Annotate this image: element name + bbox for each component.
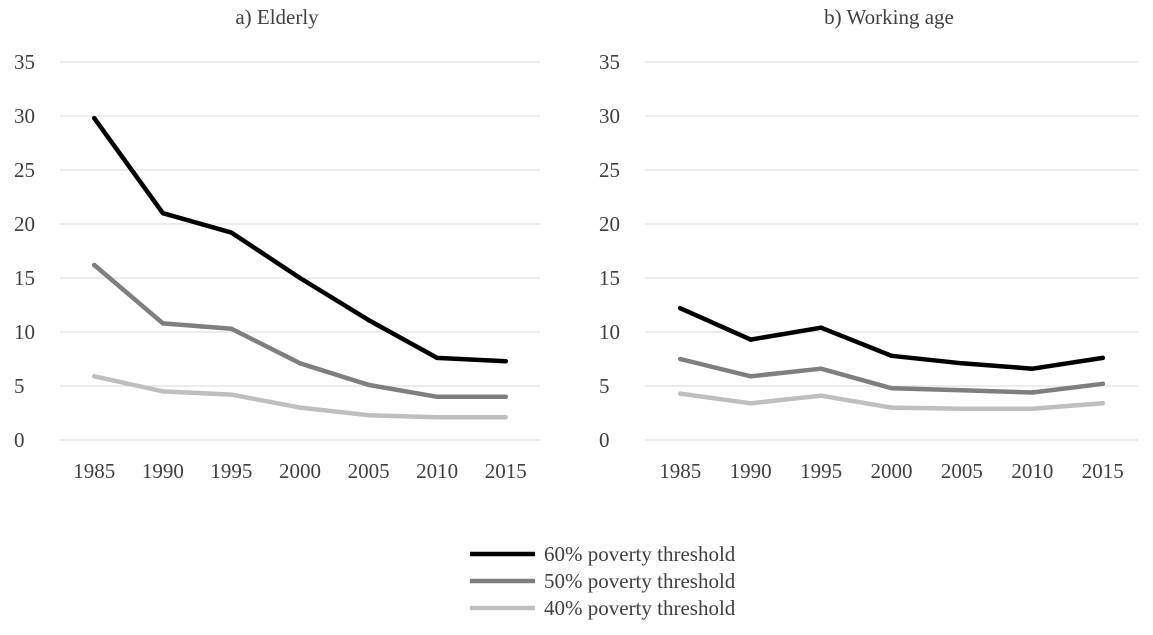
- y-tick-label: 15: [599, 266, 620, 290]
- y-tick-label: 0: [14, 428, 25, 452]
- y-tick-label: 35: [14, 50, 35, 74]
- data-point: [366, 382, 371, 388]
- data-point: [229, 392, 234, 397]
- data-point: [818, 366, 824, 371]
- series-line-60-poverty-threshold: [92, 115, 508, 364]
- data-point: [297, 361, 303, 366]
- data-point: [160, 321, 166, 326]
- data-point: [748, 401, 753, 406]
- legend: 60% poverty threshold 50% poverty thresho…: [470, 542, 736, 620]
- data-point: [92, 262, 97, 268]
- y-tick-label: 35: [599, 50, 620, 74]
- data-point: [229, 326, 234, 331]
- data-point: [1100, 355, 1105, 361]
- y-tick-label: 5: [14, 374, 25, 398]
- x-tick-label: 1985: [73, 459, 115, 483]
- x-tick-label: 1990: [730, 459, 772, 483]
- chart-panel-elderly: a) Elderly 0 5 10 15 20 25 30 35 1985 1990 1995 2000…: [14, 5, 540, 483]
- y-tick-label: 30: [14, 104, 35, 128]
- y-tick-label: 25: [599, 158, 620, 182]
- data-point: [1030, 406, 1035, 411]
- series-line-60-poverty-threshold: [677, 305, 1106, 371]
- chart-title: b) Working age: [824, 5, 954, 29]
- y-tick-label: 5: [599, 374, 610, 398]
- y-tick-label: 20: [599, 212, 620, 236]
- x-tick-label: 1985: [659, 459, 701, 483]
- data-point: [889, 405, 894, 410]
- data-point: [1100, 401, 1105, 406]
- chart-panel-working-age: b) Working age 0 5 10 15 20 25 30 35 1985 1990 1995…: [599, 5, 1138, 483]
- x-tick-label: 2010: [416, 459, 458, 483]
- data-point: [160, 389, 166, 394]
- legend-label: 50% poverty threshold: [544, 569, 736, 593]
- data-point: [748, 337, 753, 342]
- chart-title: a) Elderly: [235, 5, 319, 29]
- x-tick-label: 2015: [1082, 459, 1124, 483]
- legend-label: 60% poverty threshold: [544, 542, 736, 566]
- data-point: [959, 388, 965, 393]
- data-point: [1100, 381, 1105, 387]
- data-point: [160, 211, 166, 216]
- x-tick-label: 2005: [941, 459, 983, 483]
- x-tick-label: 1995: [800, 459, 842, 483]
- y-tick-label: 15: [14, 266, 35, 290]
- data-point: [678, 306, 683, 311]
- data-point: [297, 405, 303, 410]
- data-point: [297, 275, 303, 281]
- data-point: [818, 393, 824, 398]
- data-point: [434, 355, 440, 361]
- y-tick-label: 0: [599, 428, 610, 452]
- data-point: [959, 361, 965, 366]
- x-tick-label: 1995: [210, 459, 252, 483]
- data-point: [678, 391, 683, 396]
- data-point: [434, 415, 440, 420]
- data-point: [434, 394, 440, 399]
- data-point: [503, 394, 508, 399]
- legend-label: 40% poverty threshold: [544, 596, 736, 620]
- data-point: [1030, 366, 1035, 371]
- data-point: [366, 412, 371, 418]
- data-point: [503, 358, 508, 364]
- y-tick-label: 25: [14, 158, 35, 182]
- data-point: [818, 325, 824, 330]
- data-point: [366, 317, 371, 323]
- x-tick-label: 2000: [279, 459, 321, 483]
- data-point: [748, 374, 753, 379]
- data-point: [92, 115, 97, 121]
- data-point: [1030, 390, 1035, 395]
- x-tick-label: 2005: [348, 459, 390, 483]
- x-tick-label: 2000: [871, 459, 913, 483]
- y-tick-label: 20: [14, 212, 35, 236]
- x-tick-label: 2015: [485, 459, 527, 483]
- data-point: [503, 415, 508, 420]
- data-point: [229, 230, 234, 235]
- data-point: [92, 374, 97, 379]
- data-point: [959, 406, 965, 411]
- data-point: [678, 356, 683, 362]
- data-point: [889, 353, 894, 358]
- y-tick-label: 30: [599, 104, 620, 128]
- x-tick-label: 2010: [1011, 459, 1053, 483]
- y-tick-label: 10: [599, 320, 620, 344]
- data-point: [889, 385, 894, 391]
- series-line-50-poverty-threshold: [92, 262, 508, 400]
- y-tick-label: 10: [14, 320, 35, 344]
- x-tick-label: 1990: [142, 459, 184, 483]
